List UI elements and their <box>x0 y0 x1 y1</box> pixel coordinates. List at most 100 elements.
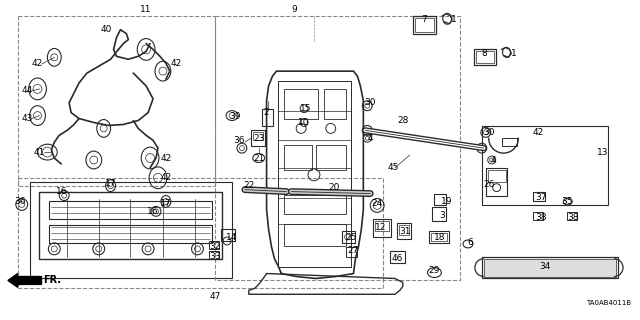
Bar <box>284 195 346 214</box>
Text: 42: 42 <box>160 173 172 182</box>
Text: 37: 37 <box>535 193 547 202</box>
Bar <box>484 259 616 276</box>
Text: 3: 3 <box>440 211 445 220</box>
Text: 23: 23 <box>253 134 264 143</box>
Bar <box>284 89 318 118</box>
Text: 17: 17 <box>160 199 172 208</box>
Bar <box>40 192 222 259</box>
Text: 42: 42 <box>170 59 181 68</box>
Text: 14: 14 <box>227 233 237 242</box>
Text: 35: 35 <box>561 197 573 206</box>
Text: 2: 2 <box>264 108 269 117</box>
Text: 42: 42 <box>160 154 172 163</box>
Text: 46: 46 <box>391 254 403 263</box>
Text: 42: 42 <box>32 59 43 68</box>
Bar <box>209 241 219 249</box>
Bar <box>390 251 405 263</box>
Bar <box>413 16 436 34</box>
Text: 19: 19 <box>440 197 452 206</box>
Text: 6: 6 <box>467 238 473 247</box>
Text: 44: 44 <box>22 86 33 95</box>
Text: 4: 4 <box>367 134 373 143</box>
Bar <box>399 225 409 235</box>
Text: 25: 25 <box>346 233 357 242</box>
Text: 9: 9 <box>291 5 297 14</box>
Bar <box>221 229 235 241</box>
Text: 43: 43 <box>22 114 33 123</box>
Text: 10: 10 <box>298 118 310 127</box>
Bar <box>488 170 506 182</box>
Bar <box>397 223 411 239</box>
Bar <box>346 247 357 257</box>
Text: 8: 8 <box>481 49 486 58</box>
Text: 20: 20 <box>328 183 339 192</box>
Text: 41: 41 <box>34 148 45 156</box>
Text: 30: 30 <box>483 128 495 137</box>
Bar <box>435 194 446 205</box>
Bar <box>486 168 508 196</box>
Bar <box>433 207 446 221</box>
Text: 1: 1 <box>511 49 516 58</box>
Bar <box>533 192 545 202</box>
Text: 1: 1 <box>451 15 457 24</box>
Text: 31: 31 <box>399 227 410 236</box>
Bar <box>49 202 212 219</box>
Text: 28: 28 <box>397 116 408 125</box>
Bar <box>567 212 577 220</box>
Bar <box>278 81 351 267</box>
Bar <box>375 221 389 231</box>
Bar <box>253 132 262 140</box>
Text: 42: 42 <box>532 128 544 137</box>
Bar <box>209 251 219 259</box>
Bar <box>482 257 618 278</box>
Bar <box>373 219 391 237</box>
Bar <box>476 52 493 63</box>
Bar <box>215 16 460 280</box>
Text: 38: 38 <box>535 213 547 222</box>
Text: 22: 22 <box>243 181 255 190</box>
Text: 36: 36 <box>14 197 26 206</box>
Bar <box>49 225 212 243</box>
Bar <box>474 49 495 65</box>
Bar <box>284 145 312 170</box>
Bar <box>502 138 517 146</box>
Text: 13: 13 <box>596 148 608 156</box>
Bar <box>415 18 435 32</box>
Text: 26: 26 <box>483 180 495 189</box>
Bar <box>342 231 355 243</box>
Bar <box>251 130 264 146</box>
Bar <box>316 145 346 170</box>
Text: 47: 47 <box>209 292 221 301</box>
Text: 12: 12 <box>376 223 387 232</box>
Text: 16: 16 <box>56 187 67 196</box>
Bar <box>284 224 346 246</box>
Text: 21: 21 <box>253 154 264 163</box>
Bar <box>18 16 215 186</box>
Text: 24: 24 <box>372 199 383 208</box>
Text: 27: 27 <box>348 246 359 255</box>
Text: 36: 36 <box>233 136 244 145</box>
Text: 34: 34 <box>540 262 550 271</box>
Text: FR.: FR. <box>44 276 61 285</box>
Bar <box>18 178 383 288</box>
Text: 33: 33 <box>209 252 221 261</box>
Bar <box>482 126 608 205</box>
Text: 4: 4 <box>491 156 497 164</box>
Text: 39: 39 <box>229 112 241 121</box>
Text: 45: 45 <box>387 164 399 172</box>
Bar <box>431 233 447 241</box>
Bar <box>324 89 346 118</box>
Bar <box>429 231 449 243</box>
Bar <box>533 212 543 220</box>
Text: 17: 17 <box>105 179 116 188</box>
Bar <box>29 182 232 278</box>
FancyArrow shape <box>8 274 42 287</box>
Text: 29: 29 <box>429 266 440 275</box>
Text: 16: 16 <box>147 207 159 216</box>
Text: 30: 30 <box>365 98 376 107</box>
Bar <box>262 109 273 126</box>
Text: TA0AB4011B: TA0AB4011B <box>586 300 632 306</box>
Text: 40: 40 <box>101 25 112 34</box>
Text: 11: 11 <box>140 5 152 14</box>
Text: 15: 15 <box>300 104 312 113</box>
